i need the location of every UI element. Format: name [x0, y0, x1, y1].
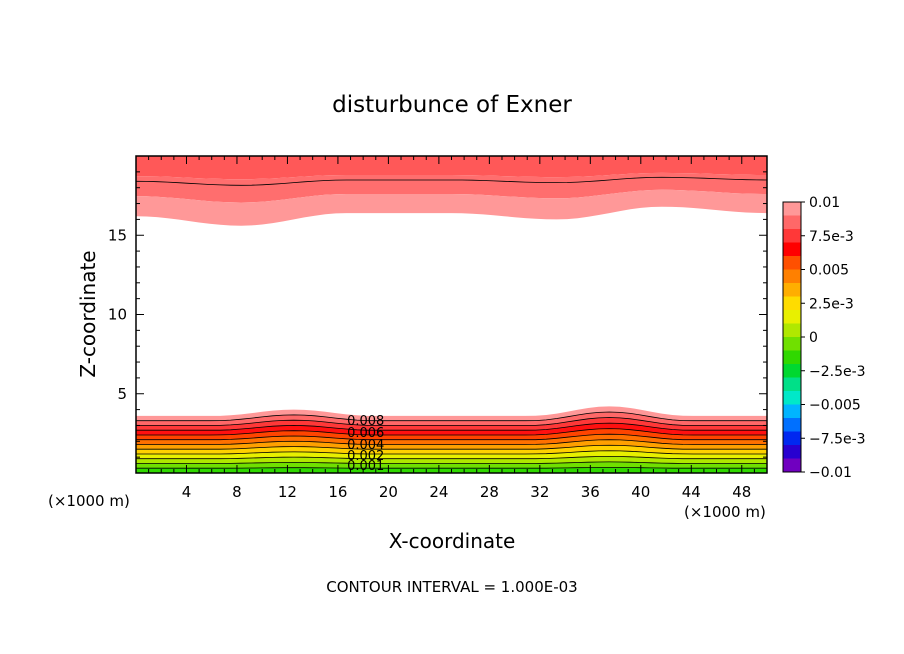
colorbar-swatch — [783, 310, 801, 324]
bottom-band-fill-6 — [136, 439, 767, 450]
colorbar-swatch — [783, 256, 801, 270]
top-contour-line — [135, 176, 768, 186]
x-tick-label: 40 — [631, 483, 650, 501]
colorbar-swatch — [783, 296, 801, 311]
x-tick-label: 16 — [328, 483, 347, 501]
bottom-contour-line-2 — [136, 417, 767, 426]
colorbar-swatch — [783, 269, 801, 284]
colorbar-swatch — [783, 283, 801, 297]
x-tick-label: 44 — [682, 483, 701, 501]
x-tick-label: 48 — [732, 483, 751, 501]
bottom-contour-line-11 — [136, 467, 767, 469]
colorbar-swatch — [783, 391, 801, 405]
y-axis-ticks: 5 10 15 — [108, 155, 767, 474]
x-unit-left: (×1000 m) — [48, 492, 130, 510]
bottom-band-fill-5 — [136, 434, 767, 445]
colorbar-tick-label: −2.5e-3 — [809, 364, 866, 380]
y-tick-label: 5 — [117, 385, 127, 403]
x-axis-label: X-coordinate — [389, 529, 516, 553]
x-axis-ticks: 4 8 12 16 20 24 28 32 36 40 44 48 — [135, 156, 768, 501]
bottom-band-fill-3 — [136, 423, 767, 435]
bottom-contour-line-5 — [136, 433, 767, 441]
chart-title: disturbunce of Exner — [332, 92, 572, 118]
bottom-contour-line-9 — [136, 455, 767, 460]
contour-label: 0.002 — [347, 449, 384, 464]
colorbar-swatch — [783, 229, 801, 243]
bottom-contour-line-1 — [136, 411, 767, 422]
x-tick-label: 36 — [581, 483, 600, 501]
x-tick-label: 20 — [379, 483, 398, 501]
colorbar-tick-label: 7.5e-3 — [809, 229, 854, 245]
y-tick-label: 15 — [108, 226, 127, 244]
colorbar-swatch — [783, 377, 801, 392]
contour-lines — [135, 176, 768, 469]
contour-interval-note: CONTOUR INTERVAL = 1.000E-03 — [326, 578, 577, 596]
colorbar-tick-label: 0.005 — [809, 263, 849, 279]
contour-label: 0.008 — [347, 414, 384, 429]
colorbar-tick-label: −7.5e-3 — [809, 431, 866, 447]
colorbar-tick-label: 2.5e-3 — [809, 296, 854, 312]
bottom-contour-line-3 — [136, 422, 767, 431]
colorbar-swatch — [783, 431, 801, 446]
x-tick-label: 4 — [182, 483, 192, 501]
bottom-band-fill-10 — [136, 461, 767, 469]
contour-label: 0.004 — [347, 438, 384, 453]
x-tick-label: 8 — [232, 483, 242, 501]
top-band-fill-0 — [136, 156, 767, 180]
bottom-band-fill-2 — [136, 417, 767, 431]
colorbar-swatch — [783, 337, 801, 351]
colorbar-swatch — [783, 323, 801, 338]
colorbar-swatch — [783, 458, 801, 473]
x-tick-label: 32 — [530, 483, 549, 501]
colorbar-tick-label: 0.01 — [809, 195, 840, 211]
colorbar-tick-label: −0.005 — [809, 398, 861, 414]
colorbar-swatch — [783, 215, 801, 230]
colorbar-swatch — [783, 242, 801, 257]
colorbar-swatch — [783, 202, 801, 216]
colorbar — [782, 201, 802, 473]
bottom-contour-line-4 — [136, 428, 767, 436]
colorbar-swatch — [783, 404, 801, 419]
colorbar-swatch — [783, 364, 801, 378]
contour-label: 0.006 — [347, 426, 384, 441]
bottom-contour-line-6 — [136, 439, 767, 445]
y-axis-label: Z-coordinate — [76, 250, 100, 377]
bottom-band-fill-1 — [136, 412, 767, 426]
x-tick-label: 12 — [278, 483, 297, 501]
bottom-band-fill-4 — [136, 428, 767, 440]
colorbar-swatch — [783, 350, 801, 365]
colorbar-tick-label: −0.01 — [809, 465, 852, 481]
bottom-contour-line-8 — [136, 450, 767, 455]
top-band-fill-2 — [136, 189, 767, 226]
colorbar-tick-label: 0 — [809, 330, 818, 346]
x-unit-right: (×1000 m) — [684, 503, 766, 521]
contour-label: 0.001 — [347, 459, 384, 474]
colorbar-swatch — [783, 418, 801, 432]
bottom-band-fill-0 — [136, 406, 767, 421]
colorbar-swatch — [783, 445, 801, 459]
y-tick-label: 10 — [108, 306, 127, 324]
x-tick-label: 28 — [480, 483, 499, 501]
bottom-contour-line-10 — [136, 461, 767, 464]
x-tick-label: 24 — [429, 483, 448, 501]
colorbar-labels: 0.01 7.5e-3 0.005 2.5e-3 0 −2.5e-3 −0.005 −7.5e… — [801, 195, 866, 481]
bottom-contour-line-7 — [136, 444, 767, 450]
